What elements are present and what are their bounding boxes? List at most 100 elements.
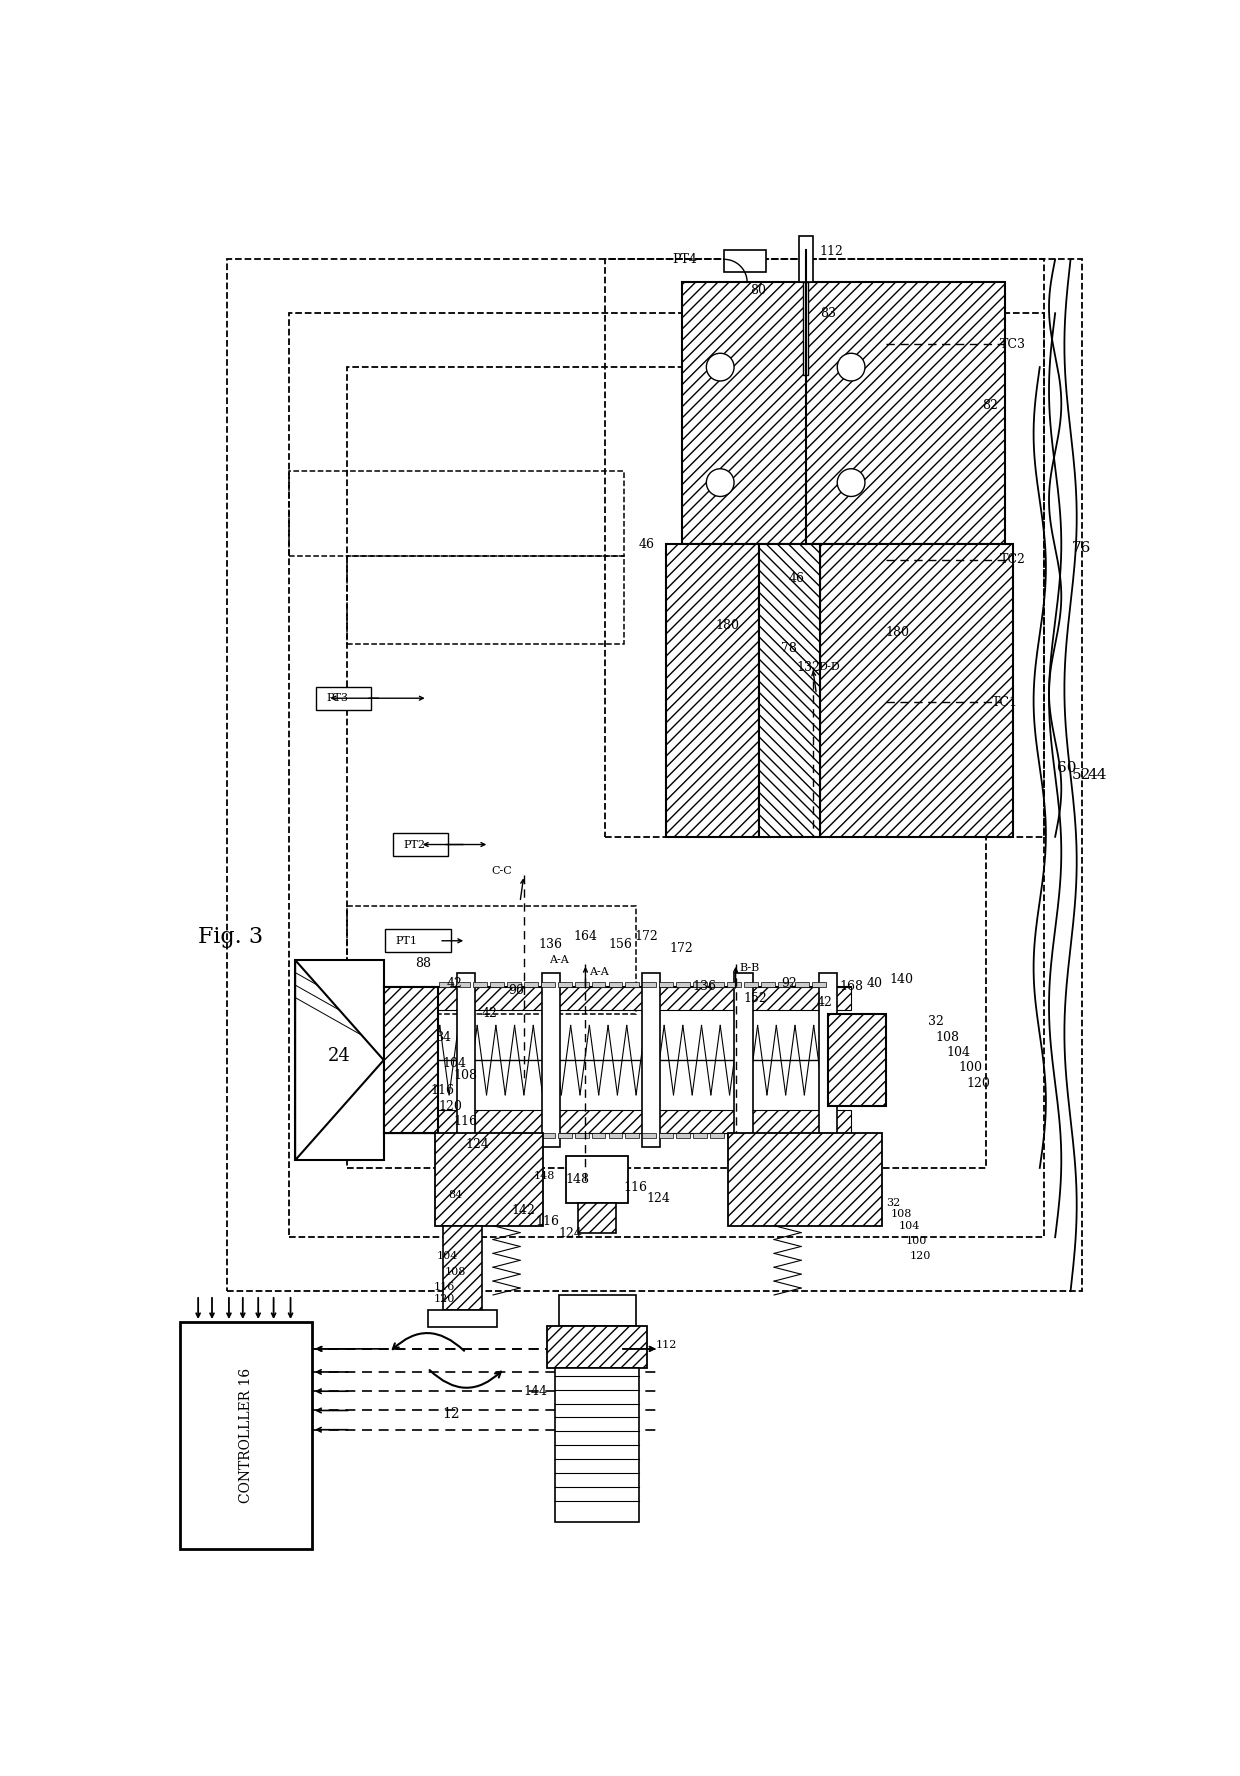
Bar: [523, 982, 538, 987]
Text: 112: 112: [656, 1341, 677, 1350]
Bar: [625, 982, 640, 987]
Bar: [393, 833, 449, 856]
Text: CONTROLLLER 16: CONTROLLLER 16: [239, 1368, 253, 1502]
Polygon shape: [295, 961, 383, 1160]
Text: 168: 168: [839, 980, 863, 993]
Text: 46: 46: [789, 572, 805, 586]
Text: 76: 76: [1073, 542, 1091, 556]
Text: 32: 32: [887, 1197, 900, 1208]
Text: 104: 104: [443, 1057, 466, 1071]
Text: 116: 116: [454, 1115, 477, 1128]
Text: 42: 42: [481, 1007, 497, 1021]
Text: TC1: TC1: [992, 696, 1018, 709]
Text: 124: 124: [465, 1138, 490, 1151]
Text: 84: 84: [448, 1190, 463, 1201]
Text: 120: 120: [433, 1295, 455, 1304]
Bar: [795, 982, 808, 987]
Bar: [711, 982, 724, 987]
Bar: [180, 1321, 312, 1549]
Circle shape: [837, 469, 866, 497]
Text: 78: 78: [781, 641, 797, 655]
Text: 42: 42: [446, 977, 463, 989]
Text: 112: 112: [820, 245, 843, 258]
Text: 104: 104: [947, 1046, 971, 1058]
Text: 80: 80: [750, 284, 766, 297]
Text: 44: 44: [1087, 769, 1107, 781]
Bar: [558, 982, 572, 987]
Bar: [456, 982, 470, 987]
Circle shape: [837, 353, 866, 382]
Text: TC3: TC3: [999, 337, 1025, 350]
Text: PT2: PT2: [403, 840, 425, 849]
Bar: [591, 982, 605, 987]
Text: B-B: B-B: [739, 963, 760, 973]
Bar: [625, 1133, 640, 1138]
Bar: [818, 973, 837, 1147]
Bar: [734, 973, 753, 1147]
Bar: [456, 1133, 470, 1138]
Text: 144: 144: [523, 1385, 547, 1398]
Text: 92: 92: [781, 977, 797, 989]
Text: 164: 164: [573, 931, 598, 943]
Text: A-A: A-A: [589, 966, 609, 977]
Text: 172: 172: [635, 931, 658, 943]
Text: 24: 24: [327, 1048, 351, 1066]
Text: 156: 156: [608, 938, 632, 952]
Text: PT1: PT1: [396, 936, 417, 947]
Text: 148: 148: [565, 1172, 589, 1186]
Text: 88: 88: [415, 957, 432, 970]
Bar: [609, 982, 622, 987]
Bar: [289, 471, 624, 556]
Text: 116: 116: [430, 1085, 455, 1098]
Bar: [795, 1133, 808, 1138]
Bar: [428, 1311, 497, 1327]
Text: 172: 172: [670, 941, 693, 955]
Bar: [676, 1133, 691, 1138]
Bar: [554, 1368, 640, 1522]
Bar: [761, 982, 775, 987]
Bar: [777, 1133, 792, 1138]
Bar: [799, 236, 812, 282]
Bar: [804, 282, 808, 375]
Bar: [507, 1133, 521, 1138]
Bar: [693, 1133, 707, 1138]
Bar: [641, 973, 660, 1147]
Text: 180: 180: [715, 618, 739, 632]
Bar: [386, 929, 450, 952]
Bar: [728, 1133, 882, 1225]
Bar: [523, 1133, 538, 1138]
Text: 124: 124: [558, 1227, 582, 1240]
Bar: [605, 259, 1044, 836]
Bar: [347, 556, 624, 645]
Bar: [744, 982, 758, 987]
Text: 180: 180: [885, 627, 909, 639]
Bar: [567, 1156, 627, 1202]
Text: 108: 108: [935, 1030, 960, 1044]
Text: 82: 82: [982, 400, 998, 412]
Text: 108: 108: [454, 1069, 477, 1082]
Bar: [443, 1225, 481, 1311]
Text: 152: 152: [743, 993, 766, 1005]
Text: TC2: TC2: [999, 552, 1025, 567]
Text: 108: 108: [445, 1266, 466, 1277]
Text: 120: 120: [966, 1076, 990, 1090]
Bar: [558, 1295, 635, 1325]
Bar: [435, 1133, 543, 1225]
Text: C-C: C-C: [491, 867, 512, 877]
Bar: [682, 282, 1006, 543]
Text: 124: 124: [647, 1192, 671, 1206]
Bar: [316, 687, 372, 710]
Bar: [541, 982, 554, 987]
Bar: [490, 982, 503, 987]
Bar: [812, 982, 826, 987]
Text: 60: 60: [1056, 760, 1076, 774]
Text: 32: 32: [928, 1016, 944, 1028]
Bar: [558, 1133, 572, 1138]
Circle shape: [707, 353, 734, 382]
Bar: [676, 982, 691, 987]
Text: PT4: PT4: [672, 252, 697, 266]
Bar: [439, 982, 453, 987]
Bar: [578, 1202, 616, 1233]
Text: 104: 104: [436, 1252, 459, 1261]
Text: 148: 148: [533, 1170, 554, 1181]
